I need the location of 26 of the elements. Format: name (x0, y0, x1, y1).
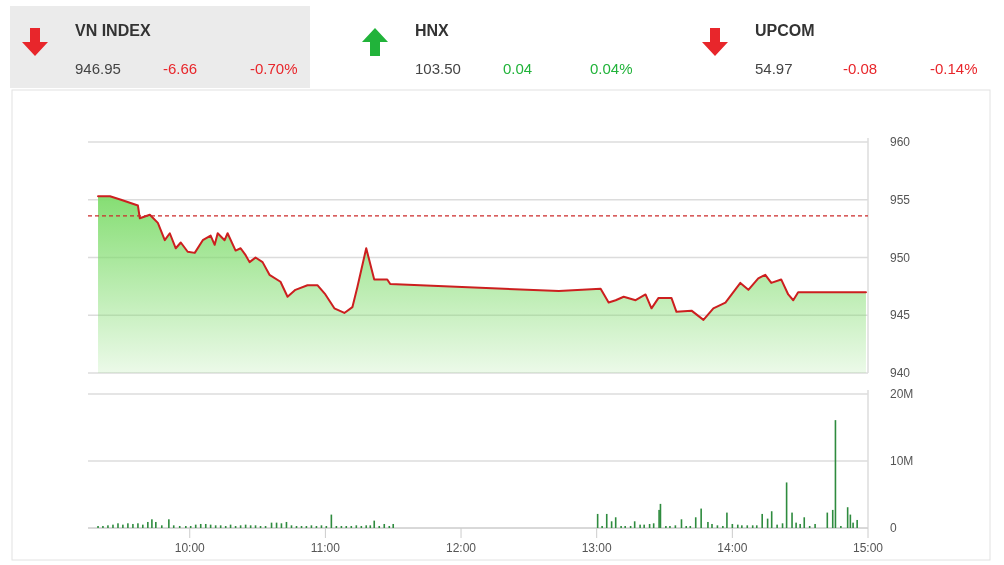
y-tick-label: 945 (890, 308, 911, 323)
text: -0.70% (250, 60, 298, 77)
x-tick-label: 14:00 (717, 541, 748, 555)
y-tick-label: 955 (890, 192, 911, 207)
y-tick-label: 940 (890, 366, 911, 381)
text: 946.95 (75, 60, 121, 77)
text: -0.08 (843, 60, 878, 77)
x-tick-label: 13:00 (581, 541, 613, 555)
text: -0.14% (930, 60, 978, 77)
text: UPCOM (755, 22, 815, 39)
x-tick-label: 11:00 (310, 541, 341, 555)
x-tick-label: 10:00 (174, 541, 206, 555)
y-tick-label: 20M (890, 387, 914, 402)
text: 54.97 (755, 60, 793, 77)
y-tick-label: 10M (890, 454, 914, 469)
x-tick-label: 12:00 (446, 541, 477, 555)
x-tick-label: 15:00 (852, 541, 884, 555)
text: 0.04% (590, 60, 633, 77)
text: -6.66 (163, 60, 198, 77)
text: 103.50 (415, 60, 461, 77)
text: VN INDEX (75, 22, 151, 39)
text: 0.04 (503, 60, 533, 77)
y-tick-label: 950 (890, 250, 911, 265)
y-tick-label: 0 (890, 521, 897, 536)
y-tick-label: 960 (890, 135, 911, 150)
text: HNX (415, 22, 450, 39)
